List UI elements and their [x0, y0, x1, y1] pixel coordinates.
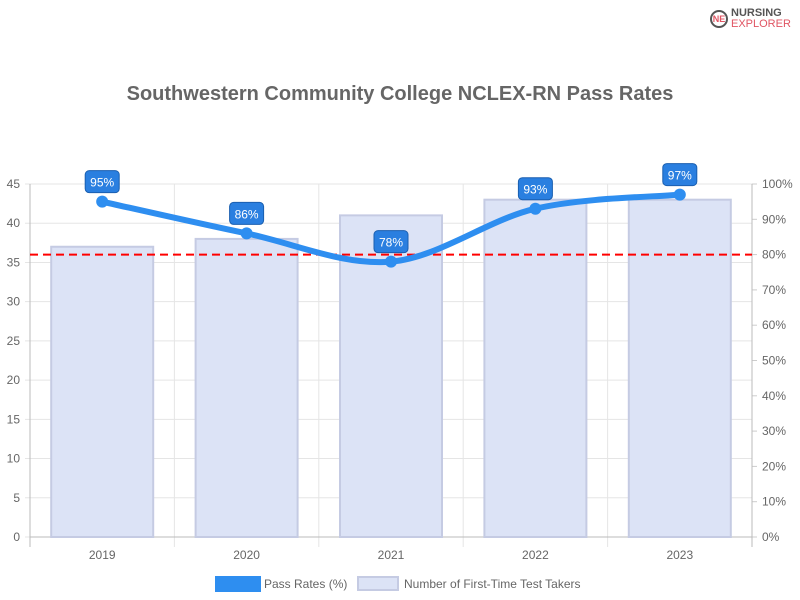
left-tick-label: 25 [7, 334, 21, 348]
bar [627, 198, 732, 538]
left-tick-label: 10 [7, 452, 21, 466]
bar [339, 214, 443, 538]
x-tick-label: 2021 [378, 548, 405, 562]
data-label: 93% [523, 183, 547, 197]
right-tick-label: 90% [762, 212, 786, 226]
right-tick-label: 20% [762, 459, 786, 473]
left-tick-label: 30 [7, 295, 21, 309]
left-tick-label: 15 [7, 412, 21, 426]
data-label: 97% [668, 169, 692, 183]
data-label-box [662, 163, 698, 187]
pass-rate-point [240, 227, 253, 240]
left-tick-label: 35 [7, 255, 21, 269]
right-tick-label: 0% [762, 530, 780, 544]
right-tick-label: 30% [762, 424, 786, 438]
right-tick-label: 50% [762, 354, 786, 368]
right-tick-label: 80% [762, 248, 786, 262]
data-label: 95% [90, 176, 114, 190]
left-tick-label: 40 [7, 216, 21, 230]
pass-rate-point [96, 195, 109, 208]
pass-rate-point [673, 188, 686, 201]
data-label-box [373, 230, 409, 254]
data-label: 86% [235, 207, 259, 221]
left-tick-label: 45 [7, 177, 21, 191]
logo-icon: NE [710, 10, 728, 28]
x-tick-label: 2020 [233, 548, 260, 562]
legend-swatch-test-takers [357, 576, 399, 591]
bar [483, 198, 588, 538]
legend-label-pass-rates: Pass Rates (%) [264, 577, 347, 591]
logo-line2: EXPLORER [731, 18, 791, 30]
data-label-box [229, 201, 265, 225]
nursing-explorer-logo: NE NURSING EXPLORER [710, 8, 791, 30]
x-tick-label: 2022 [522, 548, 549, 562]
pass-rate-point [529, 202, 542, 215]
right-tick-label: 100% [762, 177, 793, 191]
data-label-box [84, 170, 120, 194]
x-tick-label: 2019 [89, 548, 116, 562]
left-tick-label: 0 [13, 530, 20, 544]
legend-swatch-pass-rates [215, 576, 261, 592]
right-tick-label: 10% [762, 495, 786, 509]
bar [50, 245, 155, 538]
right-tick-label: 60% [762, 318, 786, 332]
left-tick-label: 20 [7, 373, 21, 387]
right-tick-label: 40% [762, 389, 786, 403]
left-tick-label: 5 [13, 491, 20, 505]
bar [194, 237, 299, 539]
chart-title: Southwestern Community College NCLEX-RN … [127, 83, 674, 105]
logo-line1: NURSING [731, 7, 782, 19]
data-label: 78% [379, 236, 403, 250]
data-label-box [517, 177, 553, 201]
right-tick-label: 70% [762, 283, 786, 297]
legend-label-test-takers: Number of First-Time Test Takers [404, 577, 580, 591]
x-tick-label: 2023 [666, 548, 693, 562]
pass-rate-point [385, 255, 397, 268]
